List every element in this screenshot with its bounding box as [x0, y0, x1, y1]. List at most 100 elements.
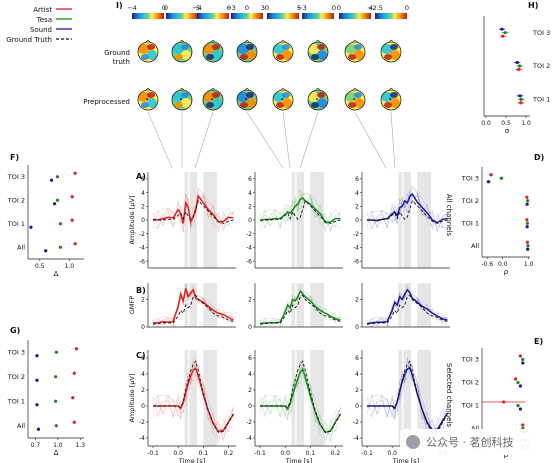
- y-tick-label: 2: [248, 297, 252, 304]
- data-point-sound: [518, 407, 523, 411]
- data-point-artist: [519, 101, 523, 105]
- category-label: TOI 3: [7, 348, 25, 356]
- x-tick-label: -0.1: [254, 450, 266, 457]
- panel-label-e: E): [534, 337, 543, 346]
- data-point-artist: [502, 400, 506, 404]
- category-label: TOI 3: [461, 356, 479, 364]
- y-tick-label: -2: [246, 419, 252, 426]
- y-tick-label: 2: [355, 297, 359, 304]
- series-line-ground-truth: [367, 199, 448, 224]
- toi-shade: [296, 172, 305, 268]
- data-point-tesa: [518, 64, 522, 68]
- y-tick-label: -6: [246, 258, 252, 265]
- line-plot-a-0: -6 -4 -2 0 2 4 6 Amplitude [μV]: [128, 172, 236, 269]
- panel-label-i: I): [116, 1, 123, 10]
- data-point-artist: [70, 195, 74, 199]
- category-label: TOI 1: [532, 96, 550, 104]
- toi-shade: [296, 283, 305, 327]
- topomap-head: [202, 39, 224, 63]
- data-point-tesa: [503, 31, 507, 35]
- panel-label-g: G): [10, 326, 20, 335]
- trial-trace: [366, 185, 448, 229]
- topomap-head: [202, 87, 224, 111]
- x-axis-label: Δ: [54, 270, 59, 278]
- trial-trace: [366, 190, 448, 232]
- y-tick-label: 2: [248, 203, 252, 210]
- data-point-artist: [501, 34, 505, 38]
- y-tick-label: 4: [141, 371, 145, 378]
- line-plot-c-0: -4 -2 0 2 4 6 -0.1 0.0 0.1 0.2 Time [s] Amplitude […: [128, 350, 236, 463]
- data-point-sound: [525, 202, 529, 206]
- data-point-artist: [73, 242, 77, 246]
- trial-trace: [259, 362, 341, 441]
- series-line-ground-truth: [366, 294, 448, 325]
- toi-shade: [403, 350, 412, 446]
- x-tick-label: 0.0: [481, 120, 491, 127]
- toi-shade: [310, 172, 325, 268]
- line-plot-b-1: 02: [248, 283, 343, 331]
- colorbar-tick: 0: [162, 4, 166, 12]
- connector-line: [194, 111, 214, 169]
- category-label: TOI 1: [461, 402, 479, 410]
- x-tick-label: 1.3: [75, 442, 85, 449]
- colorbar-tick: 0: [332, 4, 336, 12]
- y-tick-label: -4: [246, 435, 252, 442]
- series-line-ground-truth: [259, 294, 341, 325]
- x-tick-label: 1.0: [64, 263, 74, 270]
- topomap-head: [344, 87, 366, 111]
- panel-label-b: B): [136, 286, 146, 295]
- trial-trace: [259, 192, 341, 229]
- x-axis-label: ρ: [504, 268, 509, 276]
- toi-shade: [189, 283, 198, 327]
- series-line-tesa: [259, 197, 341, 224]
- colorbar: [375, 13, 407, 19]
- x-axis-label: Time [s]: [285, 457, 312, 463]
- colorbar-tick: 0: [337, 4, 341, 12]
- y-tick-label: 4: [248, 371, 252, 378]
- toi-shade: [398, 283, 403, 327]
- data-point-artist: [514, 377, 518, 381]
- x-tick-label: 0.0: [173, 450, 183, 457]
- x-tick-label: 0.5: [501, 120, 511, 127]
- data-point-tesa: [58, 245, 63, 249]
- toi-shade: [296, 350, 305, 446]
- trial-trace: [259, 365, 341, 444]
- wechat-icon: [406, 435, 420, 449]
- data-point-sound: [29, 225, 33, 229]
- data-point-artist: [74, 347, 79, 351]
- topomap-head: [171, 39, 193, 63]
- watermark-text: 公众号 · 茗创科技: [426, 436, 514, 449]
- topomap-head: [344, 39, 366, 63]
- y-tick-label: -4: [353, 245, 359, 252]
- data-point-sound: [49, 178, 54, 182]
- data-point-tesa: [54, 375, 58, 379]
- side-label-all-channels: All channels: [445, 194, 453, 237]
- x-tick-label: 1.0: [524, 261, 534, 268]
- trial-trace: [152, 187, 234, 232]
- data-point-artist: [73, 171, 77, 175]
- colorbar: [339, 13, 371, 19]
- x-tick-label: 0.1: [306, 450, 316, 457]
- category-label: All: [17, 422, 25, 430]
- y-tick-label: -2: [353, 231, 359, 238]
- y-tick-label: 0: [141, 403, 145, 410]
- y-tick-label: 0: [141, 324, 145, 331]
- data-point-sound: [518, 384, 523, 388]
- trial-trace: [259, 290, 341, 328]
- connector-line: [246, 111, 284, 169]
- y-tick-label: -6: [139, 258, 145, 265]
- y-tick-label: 0: [248, 403, 252, 410]
- y-axis-label: GMFP: [128, 296, 136, 314]
- series-line-artist: [153, 288, 234, 324]
- x-tick-label: 1.0: [53, 442, 63, 449]
- dot-plot-h: TOI 3 TOI 2 TOI 1 0.0 0.5 1.0 σ: [481, 16, 550, 135]
- y-tick-label: 4: [355, 371, 359, 378]
- line-plot-b-2: 02: [355, 283, 450, 331]
- data-point-artist: [70, 218, 74, 222]
- toi-shade: [398, 172, 403, 268]
- category-label: TOI 2: [7, 373, 25, 381]
- y-tick-label: -2: [353, 419, 359, 426]
- x-tick-label: -0.1: [361, 450, 373, 457]
- data-point-tesa: [519, 97, 523, 101]
